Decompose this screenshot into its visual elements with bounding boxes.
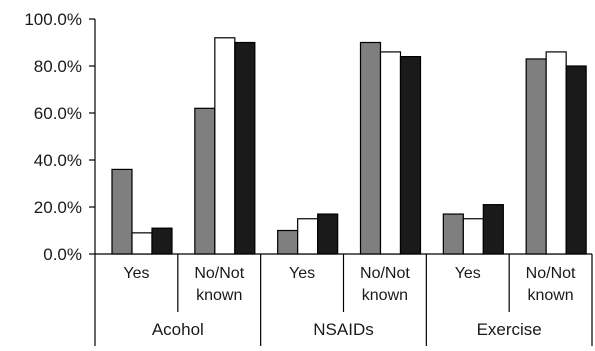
bar (317, 213, 339, 255)
bar (151, 227, 173, 255)
bar (111, 168, 133, 255)
bar (297, 218, 319, 255)
category-label: No/Not (526, 265, 576, 282)
y-tick-label: 80.0% (34, 57, 82, 76)
y-tick-label: 60.0% (34, 104, 82, 123)
bar (545, 51, 567, 255)
bar (234, 41, 256, 255)
bar (194, 107, 216, 255)
bar (565, 65, 587, 255)
category-label: Yes (123, 265, 149, 282)
bar (399, 55, 422, 255)
category-label: No/Not (360, 265, 410, 282)
bar (379, 51, 402, 255)
bar (277, 229, 299, 255)
y-tick-label: 100.0% (24, 10, 82, 29)
y-tick-label: 40.0% (34, 151, 82, 170)
bars (111, 37, 587, 255)
category-label-line2: known (362, 287, 408, 304)
bar (359, 41, 382, 255)
category-label: No/Not (194, 265, 244, 282)
y-tick-label: 20.0% (34, 198, 82, 217)
bar (131, 232, 153, 255)
category-label: Yes (289, 265, 315, 282)
bar (442, 213, 464, 255)
bar (214, 37, 236, 255)
bar (462, 218, 484, 255)
bar (482, 204, 504, 255)
group-label: Acohol (152, 320, 204, 339)
bar (525, 58, 547, 255)
category-label-line2: known (196, 287, 242, 304)
group-label: NSAIDs (313, 320, 373, 339)
category-label: Yes (455, 265, 481, 282)
category-label-line2: known (527, 287, 573, 304)
labels: 0.0% 20.0% 40.0% 60.0% 80.0% 100.0% Yes No/Not k… (24, 10, 576, 339)
group-label: Exercise (477, 320, 542, 339)
y-tick-label: 0.0% (43, 245, 82, 264)
axes (89, 18, 593, 346)
